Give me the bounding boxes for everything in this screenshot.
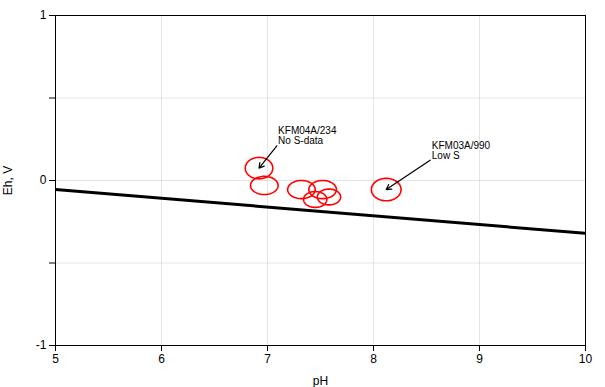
svg-text:5: 5 <box>52 352 59 366</box>
svg-text:1: 1 <box>40 8 47 22</box>
svg-text:KFM04A/234No S-data: KFM04A/234No S-data <box>278 125 337 146</box>
svg-text:pH: pH <box>313 374 328 387</box>
svg-text:0: 0 <box>40 173 47 187</box>
svg-text:7: 7 <box>264 352 271 366</box>
svg-text:9: 9 <box>476 352 483 366</box>
svg-text:10: 10 <box>579 352 593 366</box>
svg-text:-1: -1 <box>36 338 47 352</box>
svg-text:8: 8 <box>370 352 377 366</box>
svg-text:Eh, V: Eh, V <box>1 166 15 195</box>
svg-text:6: 6 <box>158 352 165 366</box>
svg-text:KFM03A/990Low S: KFM03A/990Low S <box>432 140 491 161</box>
